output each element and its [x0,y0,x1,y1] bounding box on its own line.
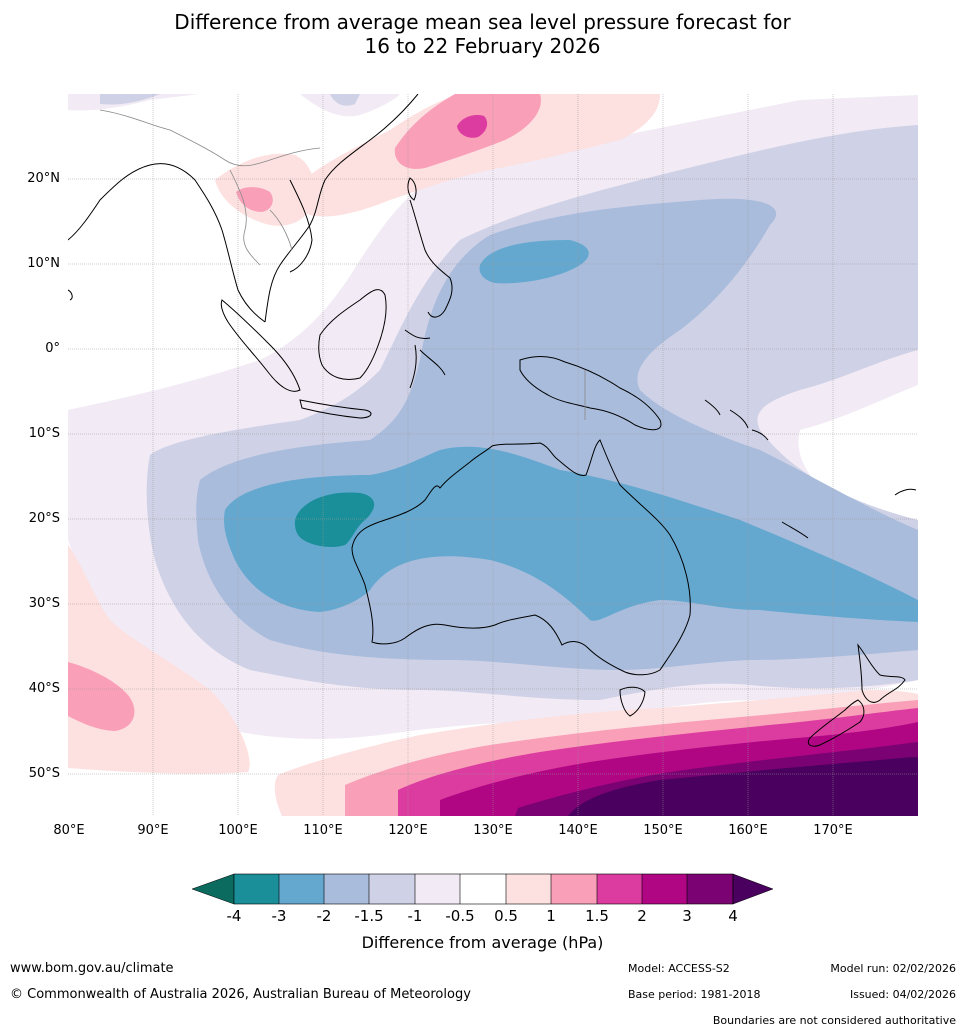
colorbar-swatch-p3-p4 [687,874,733,904]
footer-model: Model: ACCESS-S2 [628,962,730,975]
colorbar-tick: 4 [728,907,738,925]
lat-label-30s: 30°S [28,596,60,611]
coastline-sri-lanka [68,289,73,301]
lon-label-160e: 160°E [728,823,768,838]
coastline-vietnam [289,179,313,273]
colorbar-swatch-m3-m2 [279,874,324,904]
footer-copyright: © Commonwealth of Australia 2026, Austra… [10,987,471,1002]
lon-label-110e: 110°E [303,823,343,838]
anomaly-region-m2 [224,446,918,622]
map-title: Difference from average mean sea level p… [0,10,965,58]
colorbar-tick: 1 [546,907,556,925]
coastline-asia-mainland [68,94,419,323]
anomaly-region-p4-south [568,757,918,816]
coastline-australia [351,439,691,676]
lat-label-50s: 50°S [28,766,60,781]
colorbar-title: Difference from average (hPa) [361,933,604,952]
anomaly-region-p1-indochina [236,187,273,212]
lat-label-10s: 10°S [28,426,60,441]
colorbar-swatch-m1-m05 [415,874,460,904]
footer-base-period: Base period: 1981-2018 [628,988,761,1001]
coastline-java [299,399,372,419]
title-line-2: 16 to 22 February 2026 [364,34,601,58]
coastline-taiwan [407,177,417,201]
anomaly-region-m2-north [479,240,589,284]
lon-label-130e: 130°E [473,823,513,838]
map-panel [68,94,918,816]
colorbar-swatch-gt-p4 [732,873,774,905]
colorbar-swatch-p1-p15 [551,874,597,904]
colorbar-tick: 0.5 [494,907,518,925]
colorbar-dividers [278,874,688,904]
footer-website[interactable]: www.bom.gov.au/climate [10,961,174,976]
colorbar-swatch-lt-m4 [191,873,235,905]
lat-label-20n: 20°N [27,171,60,186]
coastline-philippines [409,199,453,318]
coastline-solomon-islands [704,399,769,441]
lat-label-10n: 10°N [27,256,60,271]
colorbar-swatch-m4-m3 [234,874,279,904]
map-gridlines [68,94,918,816]
coastline-borneo [318,289,387,380]
anomaly-region-m3 [294,492,375,547]
lon-label-120e: 120°E [388,823,428,838]
colorbar-tick: 2 [637,907,647,925]
anomaly-region-m1-north [330,94,360,106]
coastlines [68,94,917,747]
colorbar-tick: -4 [226,907,242,925]
lon-label-80e: 80°E [53,823,85,838]
title-line-1: Difference from average mean sea level p… [174,10,791,34]
colorbar-swatch-p05-p1 [506,874,551,904]
coastline-new-zealand-north [857,643,906,703]
colorbar-tick: 1.5 [585,907,609,925]
lon-label-100e: 100°E [218,823,258,838]
coastline-sulawesi [404,329,446,389]
lon-label-140e: 140°E [558,823,598,838]
anomaly-region-p15-north [457,115,488,138]
colorbar-tick: -1 [407,907,423,925]
colorbar [191,873,774,905]
coastline-sumatra [220,299,301,392]
colorbar-tick: -1.5 [354,907,384,925]
colorbar-swatch-p15-p2 [597,874,642,904]
anomaly-region-m1-top [100,94,160,105]
colorbar-tick: -3 [271,907,287,925]
coastline-new-caledonia [781,521,809,539]
lat-label-0: 0° [45,341,60,356]
lon-label-150e: 150°E [643,823,683,838]
anomaly-region-p05-north [288,94,660,217]
lat-label-40s: 40°S [28,681,60,696]
footer-model-run: Model run: 02/02/2026 [830,962,956,975]
coastline-fiji [894,488,917,496]
coastline-new-guinea [519,356,662,431]
colorbar-tick: 3 [682,907,692,925]
country-borders [99,109,586,420]
lat-label-20s: 20°S [28,511,60,526]
colorbar-swatch-neutral [460,874,506,904]
colorbar-swatch-m15-m1 [369,874,415,904]
colorbar-tick: -2 [316,907,332,925]
coastline-tasmania [619,686,646,717]
lon-label-170e: 170°E [813,823,853,838]
footer-disclaimer: Boundaries are not considered authoritat… [712,1014,956,1027]
coastline-new-zealand-south [807,699,865,747]
lon-label-90e: 90°E [137,823,169,838]
anomaly-region-p1-west [68,662,135,731]
colorbar-swatch-p2-p3 [642,874,687,904]
colorbar-tick: -0.5 [445,907,475,925]
colorbar-frame [233,873,734,905]
colorbar-swatch-m2-m15 [324,874,369,904]
footer-issued: Issued: 04/02/2026 [849,988,956,1001]
